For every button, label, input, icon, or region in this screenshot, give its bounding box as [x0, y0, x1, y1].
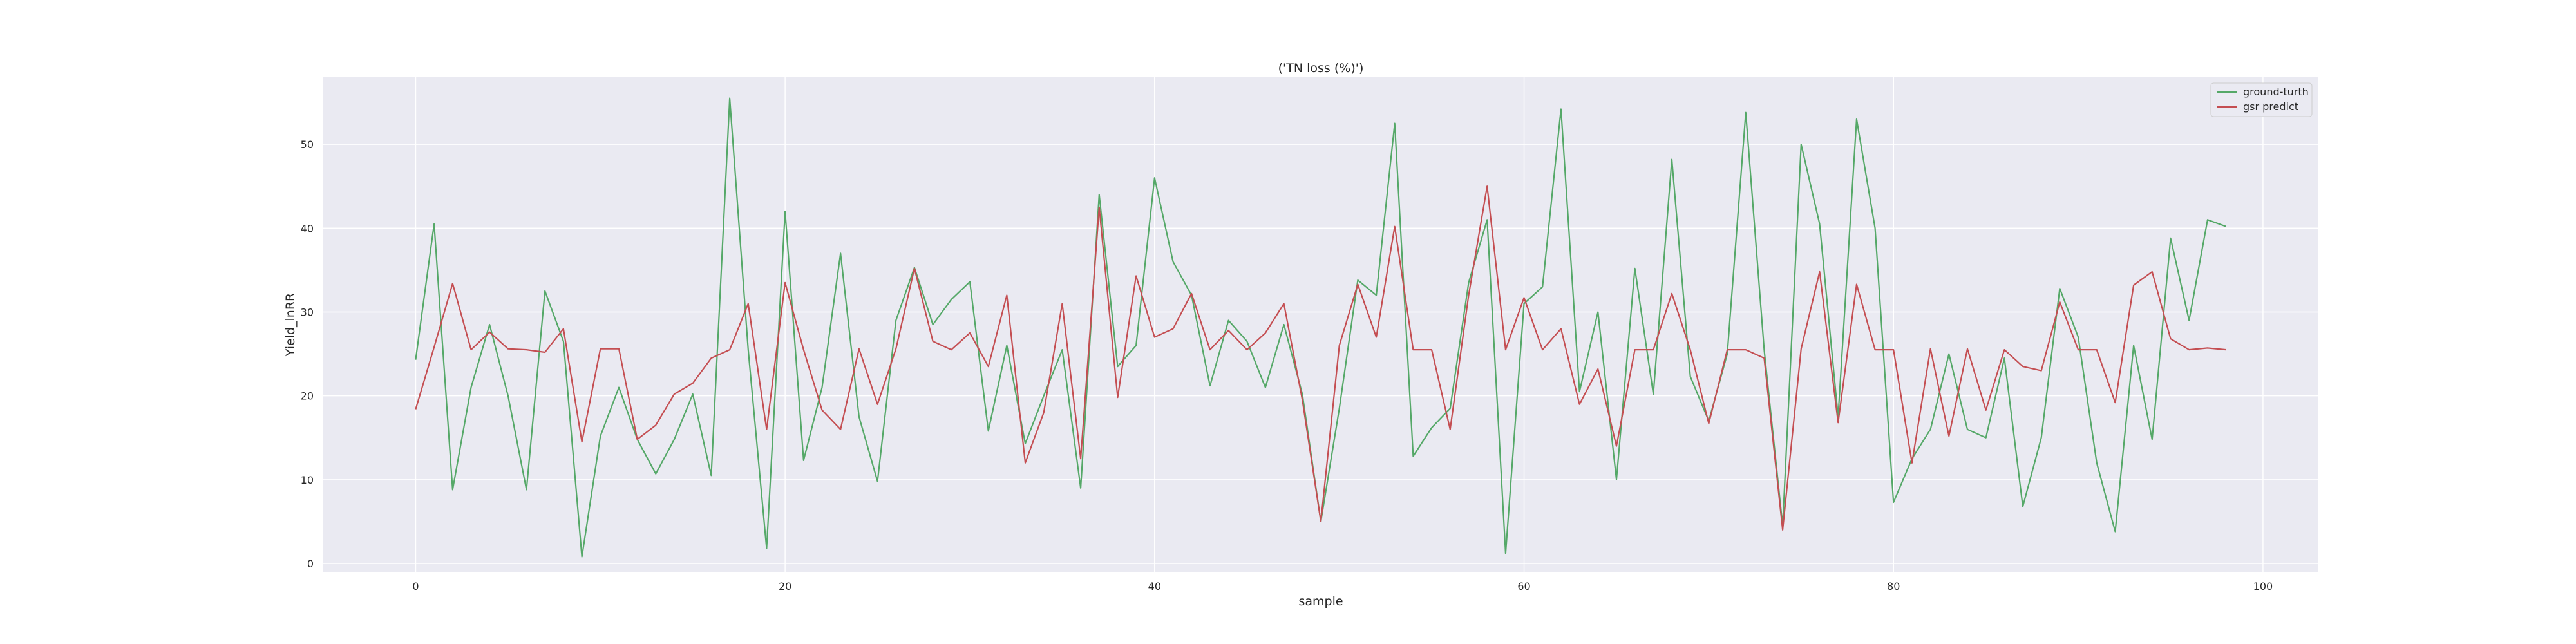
- legend-label-ground-turth: ground-turth: [2243, 86, 2309, 98]
- x-tick-label: 40: [1148, 580, 1161, 592]
- y-gridlines: [323, 144, 2318, 564]
- x-tick-labels: 0 20 40 60 80 100: [412, 580, 2273, 592]
- x-gridlines: [415, 77, 2264, 572]
- x-tick-label: 60: [1517, 580, 1530, 592]
- x-tick-label: 0: [412, 580, 419, 592]
- series-layer: [415, 97, 2226, 558]
- y-tick-labels: 0 10 20 30 40 50: [301, 138, 314, 570]
- chart-title: ('TN loss (%)'): [1278, 61, 1364, 75]
- x-tick-label: 80: [1887, 580, 1900, 592]
- y-tick-label: 20: [301, 390, 314, 402]
- y-tick-label: 10: [301, 474, 314, 486]
- y-tick-label: 40: [301, 222, 314, 234]
- legend-label-gsr-predict: gsr predict: [2243, 100, 2298, 113]
- series-line-gsr-predict: [415, 185, 2226, 531]
- legend: ground-turth gsr predict: [2210, 82, 2313, 117]
- y-tick-label: 30: [301, 306, 314, 318]
- plot-area: [323, 77, 2318, 572]
- y-axis-label: Yield_lnRR: [283, 293, 298, 357]
- x-tick-label: 20: [779, 580, 791, 592]
- y-tick-label: 0: [307, 558, 314, 570]
- y-tick-label: 50: [301, 138, 314, 151]
- x-tick-label: 100: [2253, 580, 2273, 592]
- x-axis-label: sample: [1298, 594, 1343, 609]
